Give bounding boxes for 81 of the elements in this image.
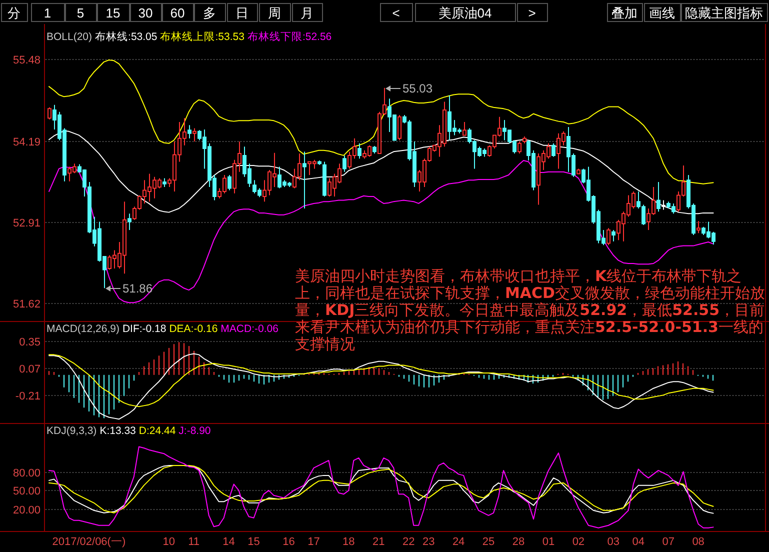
legend: BOLL(20) 布林线:53.05 布林线上限:53.53 布林线下限:52.56 xyxy=(46,31,332,43)
x-tick-label: 11 xyxy=(188,536,200,548)
candlestick xyxy=(552,142,556,158)
button: 15 xyxy=(97,3,130,22)
candlestick xyxy=(188,124,192,139)
button: 月 xyxy=(292,3,323,22)
y-tick-label: 0.35 xyxy=(19,336,40,348)
candlestick xyxy=(358,142,362,160)
x-tick-label: 23 xyxy=(422,536,435,548)
candlestick xyxy=(192,128,196,142)
candlestick xyxy=(228,174,232,191)
button: 30 xyxy=(130,3,162,22)
candlestick xyxy=(162,178,166,188)
title: 美原油04 xyxy=(415,3,516,22)
button: 叠加 xyxy=(607,3,643,22)
x-tick-label: 18 xyxy=(342,536,355,548)
legend: KDJ(9,3,3) K:13.33 D:24.44 J:-8.90 xyxy=(46,425,211,437)
x-tick-label: 22 xyxy=(402,536,415,548)
candlestick xyxy=(576,168,580,174)
x-tick-label: 04 xyxy=(632,536,645,548)
line-series xyxy=(48,130,714,214)
x-tick-label: 2017/02/06(一) xyxy=(52,536,126,548)
x-tick-label: 17 xyxy=(308,536,320,548)
x-tick-label: 03 xyxy=(607,536,620,548)
button: 日 xyxy=(227,3,258,22)
y-tick-label: 51.62 xyxy=(12,298,40,310)
x-tick-label: 15 xyxy=(248,536,260,548)
candlestick xyxy=(662,200,666,210)
y-tick-label: 52.91 xyxy=(12,218,40,230)
x-tick-label: 28 xyxy=(512,536,525,548)
x-tick-label: 14 xyxy=(222,536,235,548)
text: 美原油四小时走势图看，布林带收口也持平，K线位于布林带下轨之上，同样也是在试探下轨支撑，MACD交叉微发散，绿色动能柱开始放量，KDJ三线向下发散。今日盘中最高触及52.92，最低52.55，目前来看尹木槿认为油价仍具下行动能，重点关注52.5-52.0-51.3一线的支撑情况 xyxy=(295,267,765,353)
y-tick-label: 54.19 xyxy=(12,136,40,148)
y-tick-label: 50.00 xyxy=(12,486,40,498)
candlestick xyxy=(606,228,610,246)
candlestick xyxy=(612,230,616,242)
y-tick-label: 20.00 xyxy=(12,504,40,516)
candlestick xyxy=(518,141,522,154)
annotation: 51.86 xyxy=(122,282,153,296)
candlestick xyxy=(322,161,326,198)
candlestick xyxy=(398,114,402,141)
candlestick xyxy=(462,121,466,136)
annotation: 55.03 xyxy=(402,82,433,96)
button: 周 xyxy=(259,3,291,22)
y-tick-label: 80.00 xyxy=(12,468,40,480)
candlestick xyxy=(128,213,132,230)
chart-title: 美原油04 xyxy=(438,6,492,20)
legend: MACD(12,26,9) DIF:-0.18 DEA:-0.16 MACD:-0.06 xyxy=(46,323,278,335)
button: 60 xyxy=(162,3,194,22)
x-tick-label: 02 xyxy=(572,536,585,548)
x-tick-label: 24 xyxy=(452,536,465,548)
button: > xyxy=(517,3,548,22)
x-tick-label: 07 xyxy=(662,536,674,548)
button: 隐藏主图指标 xyxy=(681,3,768,22)
candlestick xyxy=(48,106,52,120)
x-tick-label: 16 xyxy=(282,536,295,548)
x-tick-label: 08 xyxy=(692,536,704,548)
line-series xyxy=(48,354,714,408)
button: 多 xyxy=(194,3,226,22)
x-tick-label: 25 xyxy=(482,536,495,548)
candlestick xyxy=(522,136,526,144)
candlestick xyxy=(342,154,346,172)
candlestick xyxy=(372,145,376,154)
candlestick xyxy=(302,151,306,210)
line-series xyxy=(48,353,714,420)
candlestick xyxy=(696,220,700,234)
candlestick xyxy=(318,160,322,166)
button: 画线 xyxy=(644,3,681,22)
x-tick-label: 10 xyxy=(162,536,175,548)
candlestick xyxy=(656,181,660,212)
button: 分 xyxy=(1,3,28,22)
y-tick-label: -0.21 xyxy=(15,390,40,402)
x-tick-label: 21 xyxy=(372,536,385,548)
button: 5 xyxy=(65,3,97,22)
x-tick-label: 01 xyxy=(542,536,555,548)
line-series xyxy=(48,60,714,184)
y-tick-label: 0.07 xyxy=(19,364,40,376)
line-series xyxy=(48,446,714,528)
y-tick-label: 55.48 xyxy=(12,54,40,66)
button: 1 xyxy=(31,3,65,22)
button: < xyxy=(380,3,413,22)
